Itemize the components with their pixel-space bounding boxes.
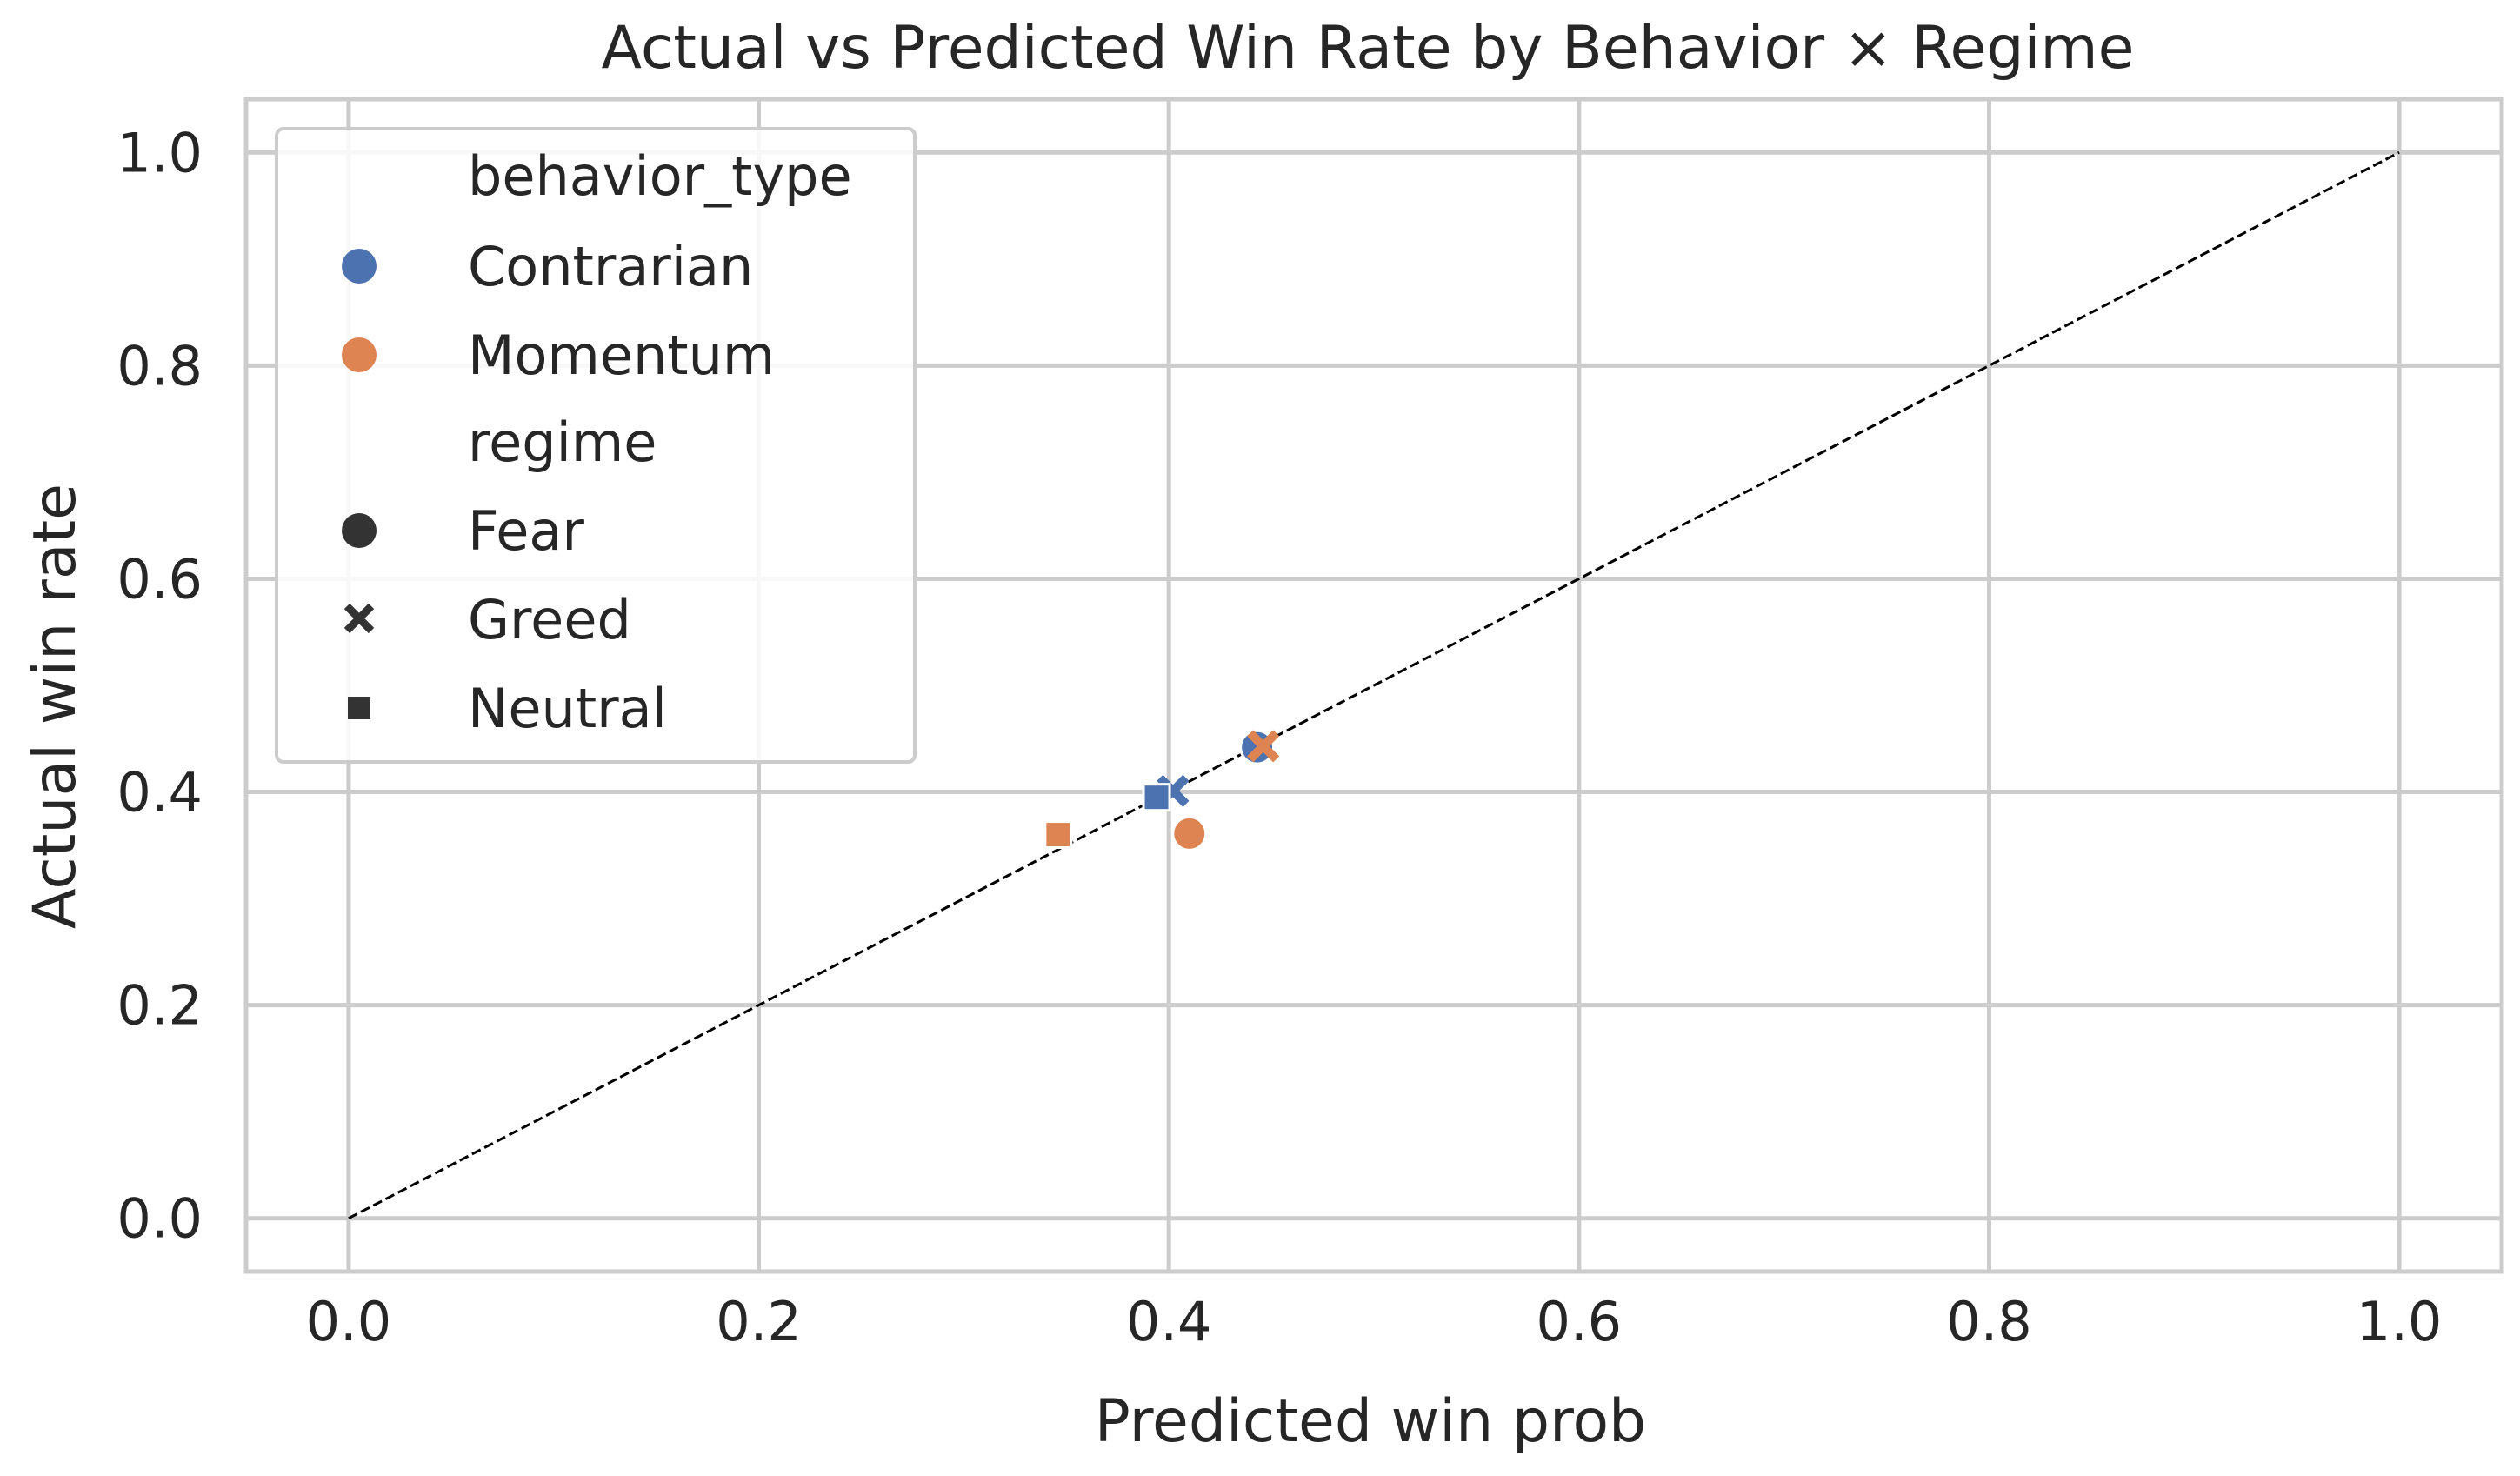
y-tick-label: 1.0 (117, 121, 203, 184)
y-tick-label: 0.6 (117, 547, 203, 611)
x-tick-label: 0.0 (306, 1290, 392, 1353)
legend-box (275, 127, 917, 764)
chart-title: Actual vs Predicted Win Rate by Behavior… (602, 14, 2135, 83)
legend-momentum-marker (342, 337, 377, 372)
point-contrarian-neutral (1142, 783, 1171, 812)
legend-neutral-label: Neutral (468, 677, 667, 740)
legend-hue-title: behavior_type (468, 144, 852, 208)
y-axis-label: Actual win rate (21, 484, 90, 929)
legend-contrarian-marker (342, 249, 377, 284)
point-momentum-fear (1171, 815, 1208, 852)
legend-greed-marker (343, 603, 375, 634)
identity-reference-line (348, 150, 2400, 1220)
x-tick-label: 1.0 (2357, 1290, 2443, 1353)
tick-labels: 0.0 0.2 0.4 0.6 0.8 1.0 0.0 0.2 0.4 0.6 0.8 1.0 (117, 121, 2442, 1353)
y-tick-label: 0.0 (117, 1187, 203, 1251)
x-tick-label: 0.4 (1126, 1290, 1212, 1353)
y-tick-label: 0.8 (117, 334, 203, 397)
data-points (1043, 729, 1280, 852)
gridlines (246, 99, 2502, 1272)
y-tick-label: 0.4 (117, 761, 203, 825)
x-tick-label: 0.8 (1946, 1290, 2032, 1353)
legend-neutral-marker (348, 697, 370, 719)
legend-greed-label: Greed (468, 588, 631, 651)
legend-fear-label: Fear (468, 499, 584, 563)
point-momentum-neutral (1043, 820, 1073, 850)
x-tick-label: 0.2 (716, 1290, 802, 1353)
legend-momentum-label: Momentum (468, 324, 775, 387)
legend-fear-marker (342, 513, 377, 548)
legend-contrarian-label: Contrarian (468, 235, 753, 298)
legend: behavior_type Contrarian Momentum regime… (275, 127, 917, 764)
x-tick-label: 0.6 (1537, 1290, 1623, 1353)
legend-style-title: regime (468, 411, 657, 474)
plot-frame (243, 97, 2504, 1274)
point-momentum-greed (1247, 730, 1280, 763)
y-tick-label: 0.2 (117, 974, 203, 1038)
x-axis-label: Predicted win prob (1095, 1387, 1646, 1456)
